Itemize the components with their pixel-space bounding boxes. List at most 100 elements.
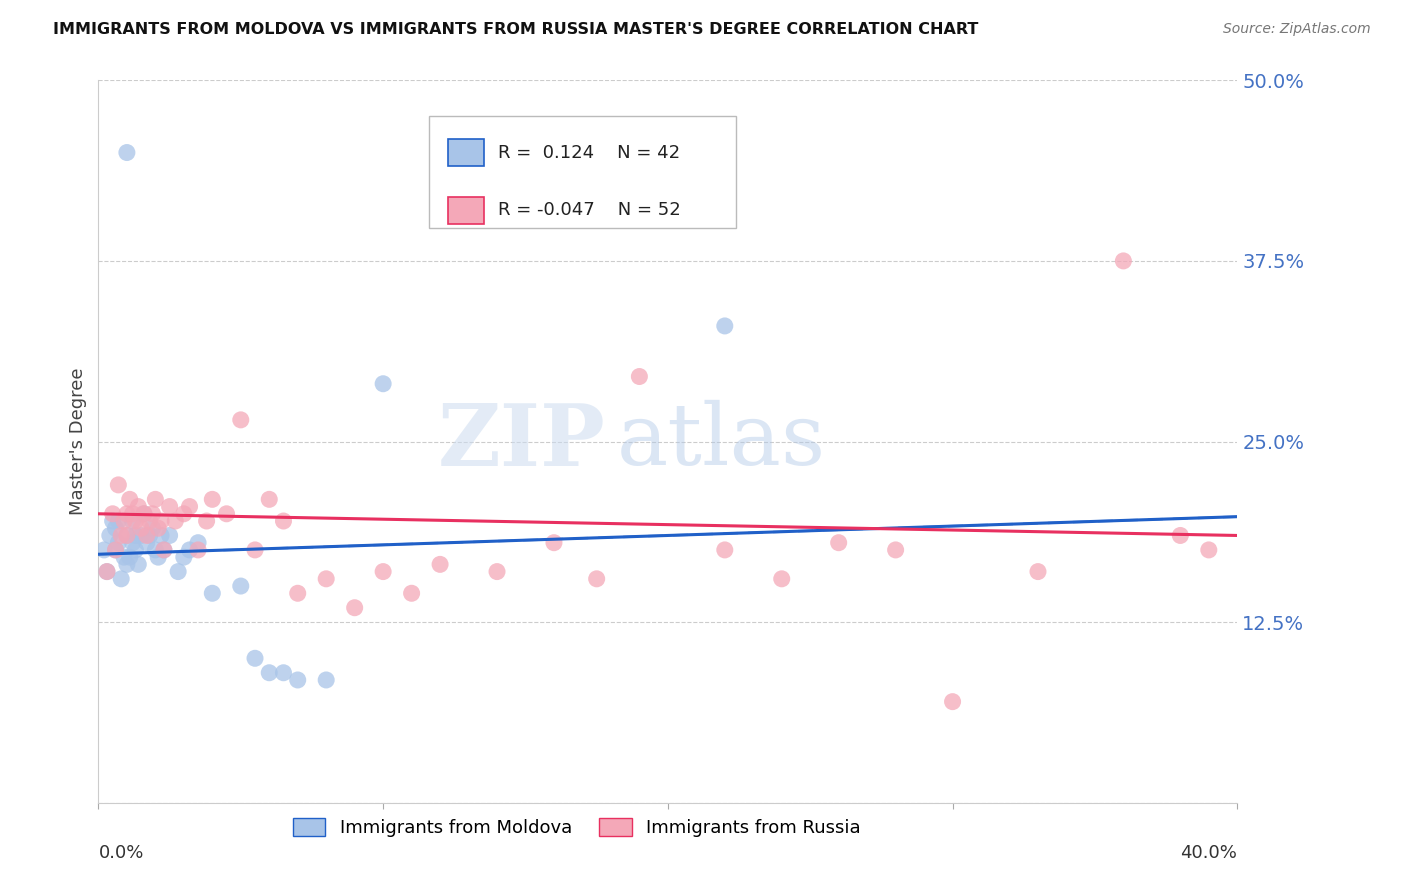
Point — [259, 492, 281, 507]
Point — [121, 514, 143, 528]
Point — [127, 558, 149, 572]
Text: 40.0%: 40.0% — [1181, 845, 1237, 863]
Point — [585, 572, 607, 586]
Point — [187, 535, 209, 549]
Point — [243, 651, 266, 665]
Point — [714, 542, 737, 557]
FancyBboxPatch shape — [429, 116, 737, 228]
FancyBboxPatch shape — [449, 196, 485, 224]
Point — [1026, 565, 1049, 579]
Point — [201, 492, 224, 507]
Point — [150, 514, 173, 528]
Point — [373, 565, 395, 579]
Point — [145, 542, 167, 557]
Point — [141, 521, 163, 535]
Point — [141, 507, 163, 521]
Point — [138, 528, 160, 542]
Point — [486, 565, 509, 579]
Point — [273, 665, 295, 680]
Point — [104, 542, 127, 557]
Point — [287, 673, 309, 687]
Point — [273, 514, 295, 528]
Point — [132, 507, 155, 521]
Point — [104, 521, 127, 535]
Point — [770, 572, 793, 586]
Point — [148, 521, 170, 535]
Point — [179, 500, 201, 514]
Point — [1112, 253, 1135, 268]
Point — [101, 514, 124, 528]
Point — [132, 507, 155, 521]
Point — [187, 542, 209, 557]
Point — [243, 542, 266, 557]
Point — [401, 586, 423, 600]
Point — [215, 507, 238, 521]
Point — [150, 528, 173, 542]
Text: R =  0.124    N = 42: R = 0.124 N = 42 — [498, 144, 681, 161]
Legend: Immigrants from Moldova, Immigrants from Russia: Immigrants from Moldova, Immigrants from… — [285, 811, 868, 845]
Point — [121, 535, 143, 549]
Point — [343, 600, 366, 615]
Point — [112, 550, 135, 565]
Point — [167, 565, 190, 579]
Point — [1170, 528, 1192, 542]
Point — [373, 376, 395, 391]
Point — [173, 507, 195, 521]
Text: IMMIGRANTS FROM MOLDOVA VS IMMIGRANTS FROM RUSSIA MASTER'S DEGREE CORRELATION CH: IMMIGRANTS FROM MOLDOVA VS IMMIGRANTS FR… — [53, 22, 979, 37]
Point — [118, 550, 141, 565]
Point — [93, 542, 115, 557]
Point — [1198, 542, 1220, 557]
Point — [115, 145, 138, 160]
Point — [315, 572, 337, 586]
Point — [153, 542, 176, 557]
Text: Source: ZipAtlas.com: Source: ZipAtlas.com — [1223, 22, 1371, 37]
Point — [135, 535, 157, 549]
Point — [259, 665, 281, 680]
Point — [104, 542, 127, 557]
Point — [107, 514, 129, 528]
Point — [112, 514, 135, 528]
Point — [107, 535, 129, 549]
Point — [110, 572, 132, 586]
Point — [628, 369, 651, 384]
Point — [121, 507, 143, 521]
Point — [201, 586, 224, 600]
Point — [101, 507, 124, 521]
Point — [179, 542, 201, 557]
Point — [135, 528, 157, 542]
Point — [124, 514, 146, 528]
Y-axis label: Master's Degree: Master's Degree — [69, 368, 87, 516]
Point — [124, 542, 146, 557]
Point — [115, 558, 138, 572]
Point — [315, 673, 337, 687]
Point — [138, 514, 160, 528]
Point — [110, 528, 132, 542]
Point — [118, 492, 141, 507]
Point — [159, 528, 181, 542]
FancyBboxPatch shape — [449, 139, 485, 166]
Point — [173, 550, 195, 565]
Point — [115, 507, 138, 521]
Point — [229, 413, 252, 427]
Point — [107, 478, 129, 492]
Point — [129, 528, 152, 542]
Point — [429, 558, 451, 572]
Point — [115, 528, 138, 542]
Text: atlas: atlas — [617, 400, 825, 483]
Point — [145, 492, 167, 507]
Text: ZIP: ZIP — [437, 400, 605, 483]
Point — [127, 500, 149, 514]
Point — [714, 318, 737, 333]
Text: 0.0%: 0.0% — [98, 845, 143, 863]
Point — [159, 500, 181, 514]
Point — [98, 528, 121, 542]
Point — [828, 535, 851, 549]
Point — [543, 535, 565, 549]
Point — [942, 695, 965, 709]
Point — [129, 521, 152, 535]
Point — [96, 565, 118, 579]
Point — [124, 528, 146, 542]
Point — [153, 542, 176, 557]
Point — [115, 528, 138, 542]
Point — [195, 514, 218, 528]
